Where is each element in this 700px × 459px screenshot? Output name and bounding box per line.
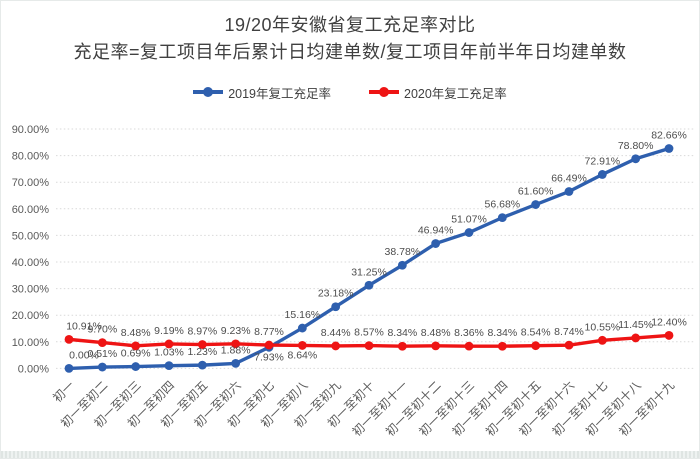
data-point-label: 8.48% — [121, 327, 151, 339]
legend-line-marker-2019-icon — [193, 87, 224, 97]
data-point-label: 15.16% — [285, 309, 321, 321]
data-point-label: 23.18% — [318, 288, 354, 300]
data-point-label: 8.57% — [354, 327, 384, 339]
data-point-label: 8.48% — [421, 327, 451, 339]
data-point-marker — [631, 333, 641, 343]
data-point-label: 0.00% — [69, 349, 99, 361]
data-point-label: 1.23% — [187, 346, 217, 358]
data-point-marker — [164, 361, 174, 371]
data-point-marker — [531, 341, 541, 351]
data-point-marker — [597, 170, 607, 179]
bottom-edge-strip — [1, 451, 699, 458]
data-point-marker — [564, 187, 574, 196]
data-point-marker — [197, 340, 207, 349]
data-point-label: 8.74% — [554, 326, 584, 338]
data-point-label: 8.54% — [521, 327, 551, 339]
data-point-label: 72.91% — [585, 155, 621, 167]
data-point-label: 1.88% — [221, 344, 251, 356]
y-axis-tick-label: 70.00% — [12, 177, 50, 189]
legend-item-2020: 2020年复工充足率 — [369, 83, 507, 102]
data-point-label: 8.44% — [321, 327, 351, 339]
data-point-marker — [464, 228, 474, 237]
y-axis-tick-label: 30.00% — [12, 284, 50, 296]
data-point-marker — [497, 341, 507, 351]
data-point-marker — [364, 341, 374, 351]
legend-label-2019: 2019年复工充足率 — [228, 86, 331, 101]
data-point-label: 66.49% — [551, 173, 587, 185]
data-point-label: 51.07% — [451, 214, 487, 226]
data-point-marker — [64, 364, 74, 373]
legend-item-2019: 2019年复工充足率 — [193, 83, 331, 102]
y-axis-tick-label: 50.00% — [12, 230, 50, 242]
data-point-marker — [664, 331, 674, 340]
data-point-marker — [497, 213, 507, 223]
data-point-label: 8.97% — [187, 326, 217, 338]
data-point-marker — [231, 358, 241, 368]
data-point-label: 46.94% — [418, 225, 454, 237]
data-point-marker — [664, 144, 674, 153]
data-point-marker — [264, 340, 274, 350]
data-point-marker — [331, 341, 341, 351]
data-point-marker — [131, 341, 141, 351]
data-point-label: 82.66% — [651, 130, 687, 142]
y-axis-tick-label: 90.00% — [12, 124, 50, 136]
data-point-marker — [464, 341, 474, 351]
data-point-label: 0.51% — [87, 348, 117, 360]
y-axis-tick-label: 10.00% — [12, 337, 50, 349]
data-point-label: 9.23% — [221, 325, 251, 337]
data-point-marker — [131, 362, 141, 371]
y-axis-tick-label: 60.00% — [12, 204, 50, 216]
data-point-marker — [397, 341, 407, 351]
data-point-marker — [364, 280, 374, 290]
data-point-label: 38.78% — [385, 246, 421, 258]
data-point-label: 8.64% — [287, 349, 317, 361]
data-point-label: 56.68% — [485, 199, 521, 211]
data-point-label: 31.25% — [351, 266, 387, 278]
data-point-marker — [164, 339, 174, 349]
data-point-label: 11.45% — [618, 319, 653, 331]
data-point-marker — [64, 334, 74, 344]
data-point-label: 8.36% — [454, 327, 484, 339]
legend-line-marker-2020-icon — [369, 87, 399, 97]
data-point-marker — [631, 154, 641, 164]
data-point-label: 78.80% — [618, 140, 654, 152]
y-axis-tick-label: 40.00% — [12, 257, 50, 269]
chart-title-line1: 19/20年安徽省复工充足率对比 — [224, 15, 476, 35]
data-point-marker — [97, 362, 107, 372]
y-axis-tick-label: 0.00% — [18, 363, 49, 375]
data-point-marker — [531, 200, 541, 209]
data-point-label: 12.40% — [651, 316, 687, 328]
data-point-label: 8.34% — [487, 327, 517, 339]
data-point-marker — [564, 340, 574, 350]
y-axis-tick-label: 20.00% — [12, 310, 50, 322]
data-point-marker — [331, 302, 341, 312]
data-point-label: 9.19% — [154, 325, 184, 337]
chart-legend: 2019年复工充足率 2020年复工充足率 — [1, 83, 699, 101]
data-point-label: 10.55% — [585, 321, 621, 333]
chart-title: 19/20年安徽省复工充足率对比 充足率=复工项目年后累计日均建单数/复工项目年… — [1, 1, 699, 66]
chart-title-line2: 充足率=复工项目年后累计日均建单数/复工项目年前半年日均建单数 — [73, 42, 627, 62]
data-point-marker — [97, 338, 107, 347]
data-point-marker — [597, 335, 607, 345]
data-point-label: 8.77% — [254, 326, 284, 338]
data-point-label: 0.69% — [121, 348, 151, 360]
y-axis-tick-label: 80.00% — [12, 151, 50, 163]
data-point-marker — [197, 360, 207, 370]
x-axis-tick-label: 初一 — [50, 378, 77, 405]
data-point-marker — [231, 339, 241, 349]
data-point-marker — [431, 341, 441, 351]
data-point-label: 9.70% — [87, 324, 117, 336]
data-point-label: 1.03% — [154, 347, 184, 359]
data-point-marker — [397, 260, 407, 270]
data-point-label: 7.93% — [254, 351, 284, 363]
data-point-marker — [297, 323, 307, 333]
data-point-marker — [431, 239, 441, 248]
data-point-label: 10.91% — [66, 320, 102, 332]
legend-label-2020: 2020年复工充足率 — [404, 86, 507, 101]
data-point-marker — [297, 341, 307, 350]
data-point-label: 61.60% — [518, 186, 554, 198]
data-point-label: 8.34% — [387, 327, 417, 339]
